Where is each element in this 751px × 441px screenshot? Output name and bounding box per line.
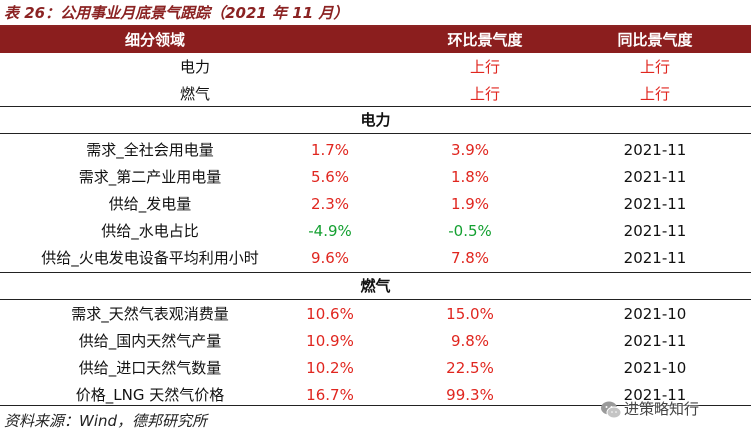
row-name: 供给_发电量 (108, 195, 192, 213)
row-mom-value: 5.6% (310, 168, 350, 186)
summary-row: 电力 上行 上行 (0, 54, 751, 81)
header-yoy: 同比景气度 (617, 31, 693, 49)
row-yoy-value: 15.0% (446, 305, 494, 323)
summary-row: 燃气 上行 上行 (0, 81, 751, 108)
summary-yoy: 上行 (639, 58, 670, 76)
header-mom: 环比景气度 (447, 31, 523, 49)
row-mom-value: 1.7% (310, 141, 350, 159)
row-name: 需求_天然气表观消费量 (71, 305, 229, 323)
row-yoy-value: 1.8% (450, 168, 490, 186)
row-date: 2021-11 (623, 386, 687, 404)
row-name: 价格_LNG 天然气价格 (75, 386, 225, 404)
table-header: 细分领域 环比景气度 同比景气度 (0, 27, 751, 53)
row-mom-value: -4.9% (308, 222, 352, 240)
table-row: 需求_第二产业用电量 5.6% 1.8% 2021-11 (0, 164, 751, 191)
row-name: 供给_火电发电设备平均利用小时 (41, 249, 259, 267)
table-row: 需求_全社会用电量 1.7% 3.9% 2021-11 (0, 137, 751, 164)
table-bottom-rule (0, 405, 751, 406)
source-note: 资料来源：Wind，德邦研究所 (4, 412, 208, 430)
summary-yoy: 上行 (639, 85, 670, 103)
row-yoy-value: 3.9% (450, 141, 490, 159)
row-name: 供给_国内天然气产量 (78, 332, 222, 350)
row-date: 2021-11 (623, 168, 687, 186)
watermark-text: 进策略知行 (624, 400, 700, 418)
row-yoy-value: 99.3% (446, 386, 494, 404)
row-date: 2021-10 (623, 359, 687, 377)
summary-name: 燃气 (179, 85, 210, 103)
row-yoy-value: 9.8% (450, 332, 490, 350)
row-mom-value: 16.7% (306, 386, 354, 404)
row-name: 需求_全社会用电量 (86, 141, 214, 159)
section-title-power: 电力 (0, 106, 751, 134)
summary-name: 电力 (179, 58, 210, 76)
row-yoy-value: -0.5% (448, 222, 492, 240)
row-mom-value: 10.6% (306, 305, 354, 323)
table-row: 价格_LNG 天然气价格 16.7% 99.3% 2021-11 (0, 382, 751, 409)
table-row: 供给_进口天然气数量 10.2% 22.5% 2021-10 (0, 355, 751, 382)
row-yoy-value: 1.9% (450, 195, 490, 213)
summary-mom: 上行 (469, 58, 500, 76)
table-title: 表 26：公用事业月底景气跟踪（2021 年 11 月） (4, 4, 349, 22)
section-title-gas: 燃气 (0, 272, 751, 300)
row-date: 2021-11 (623, 141, 687, 159)
table-row: 供给_火电发电设备平均利用小时 9.6% 7.8% 2021-11 (0, 245, 751, 272)
table-row: 需求_天然气表观消费量 10.6% 15.0% 2021-10 (0, 301, 751, 328)
row-mom-value: 10.2% (306, 359, 354, 377)
header-segment: 细分领域 (124, 31, 185, 49)
table-row: 供给_发电量 2.3% 1.9% 2021-11 (0, 191, 751, 218)
title-rule (0, 25, 751, 27)
table-row: 供给_国内天然气产量 10.9% 9.8% 2021-11 (0, 328, 751, 355)
wechat-icon (600, 399, 622, 421)
row-name: 供给_进口天然气数量 (78, 359, 222, 377)
row-yoy-value: 7.8% (450, 249, 490, 267)
row-yoy-value: 22.5% (446, 359, 494, 377)
row-date: 2021-11 (623, 195, 687, 213)
row-date: 2021-10 (623, 305, 687, 323)
row-mom-value: 2.3% (310, 195, 350, 213)
row-name: 需求_第二产业用电量 (78, 168, 222, 186)
row-mom-value: 9.6% (310, 249, 350, 267)
table-row: 供给_水电占比 -4.9% -0.5% 2021-11 (0, 218, 751, 245)
row-mom-value: 10.9% (306, 332, 354, 350)
row-name: 供给_水电占比 (101, 222, 199, 240)
summary-mom: 上行 (469, 85, 500, 103)
watermark: 进策略知行 (600, 396, 699, 422)
row-date: 2021-11 (623, 332, 687, 350)
row-date: 2021-11 (623, 249, 687, 267)
row-date: 2021-11 (623, 222, 687, 240)
